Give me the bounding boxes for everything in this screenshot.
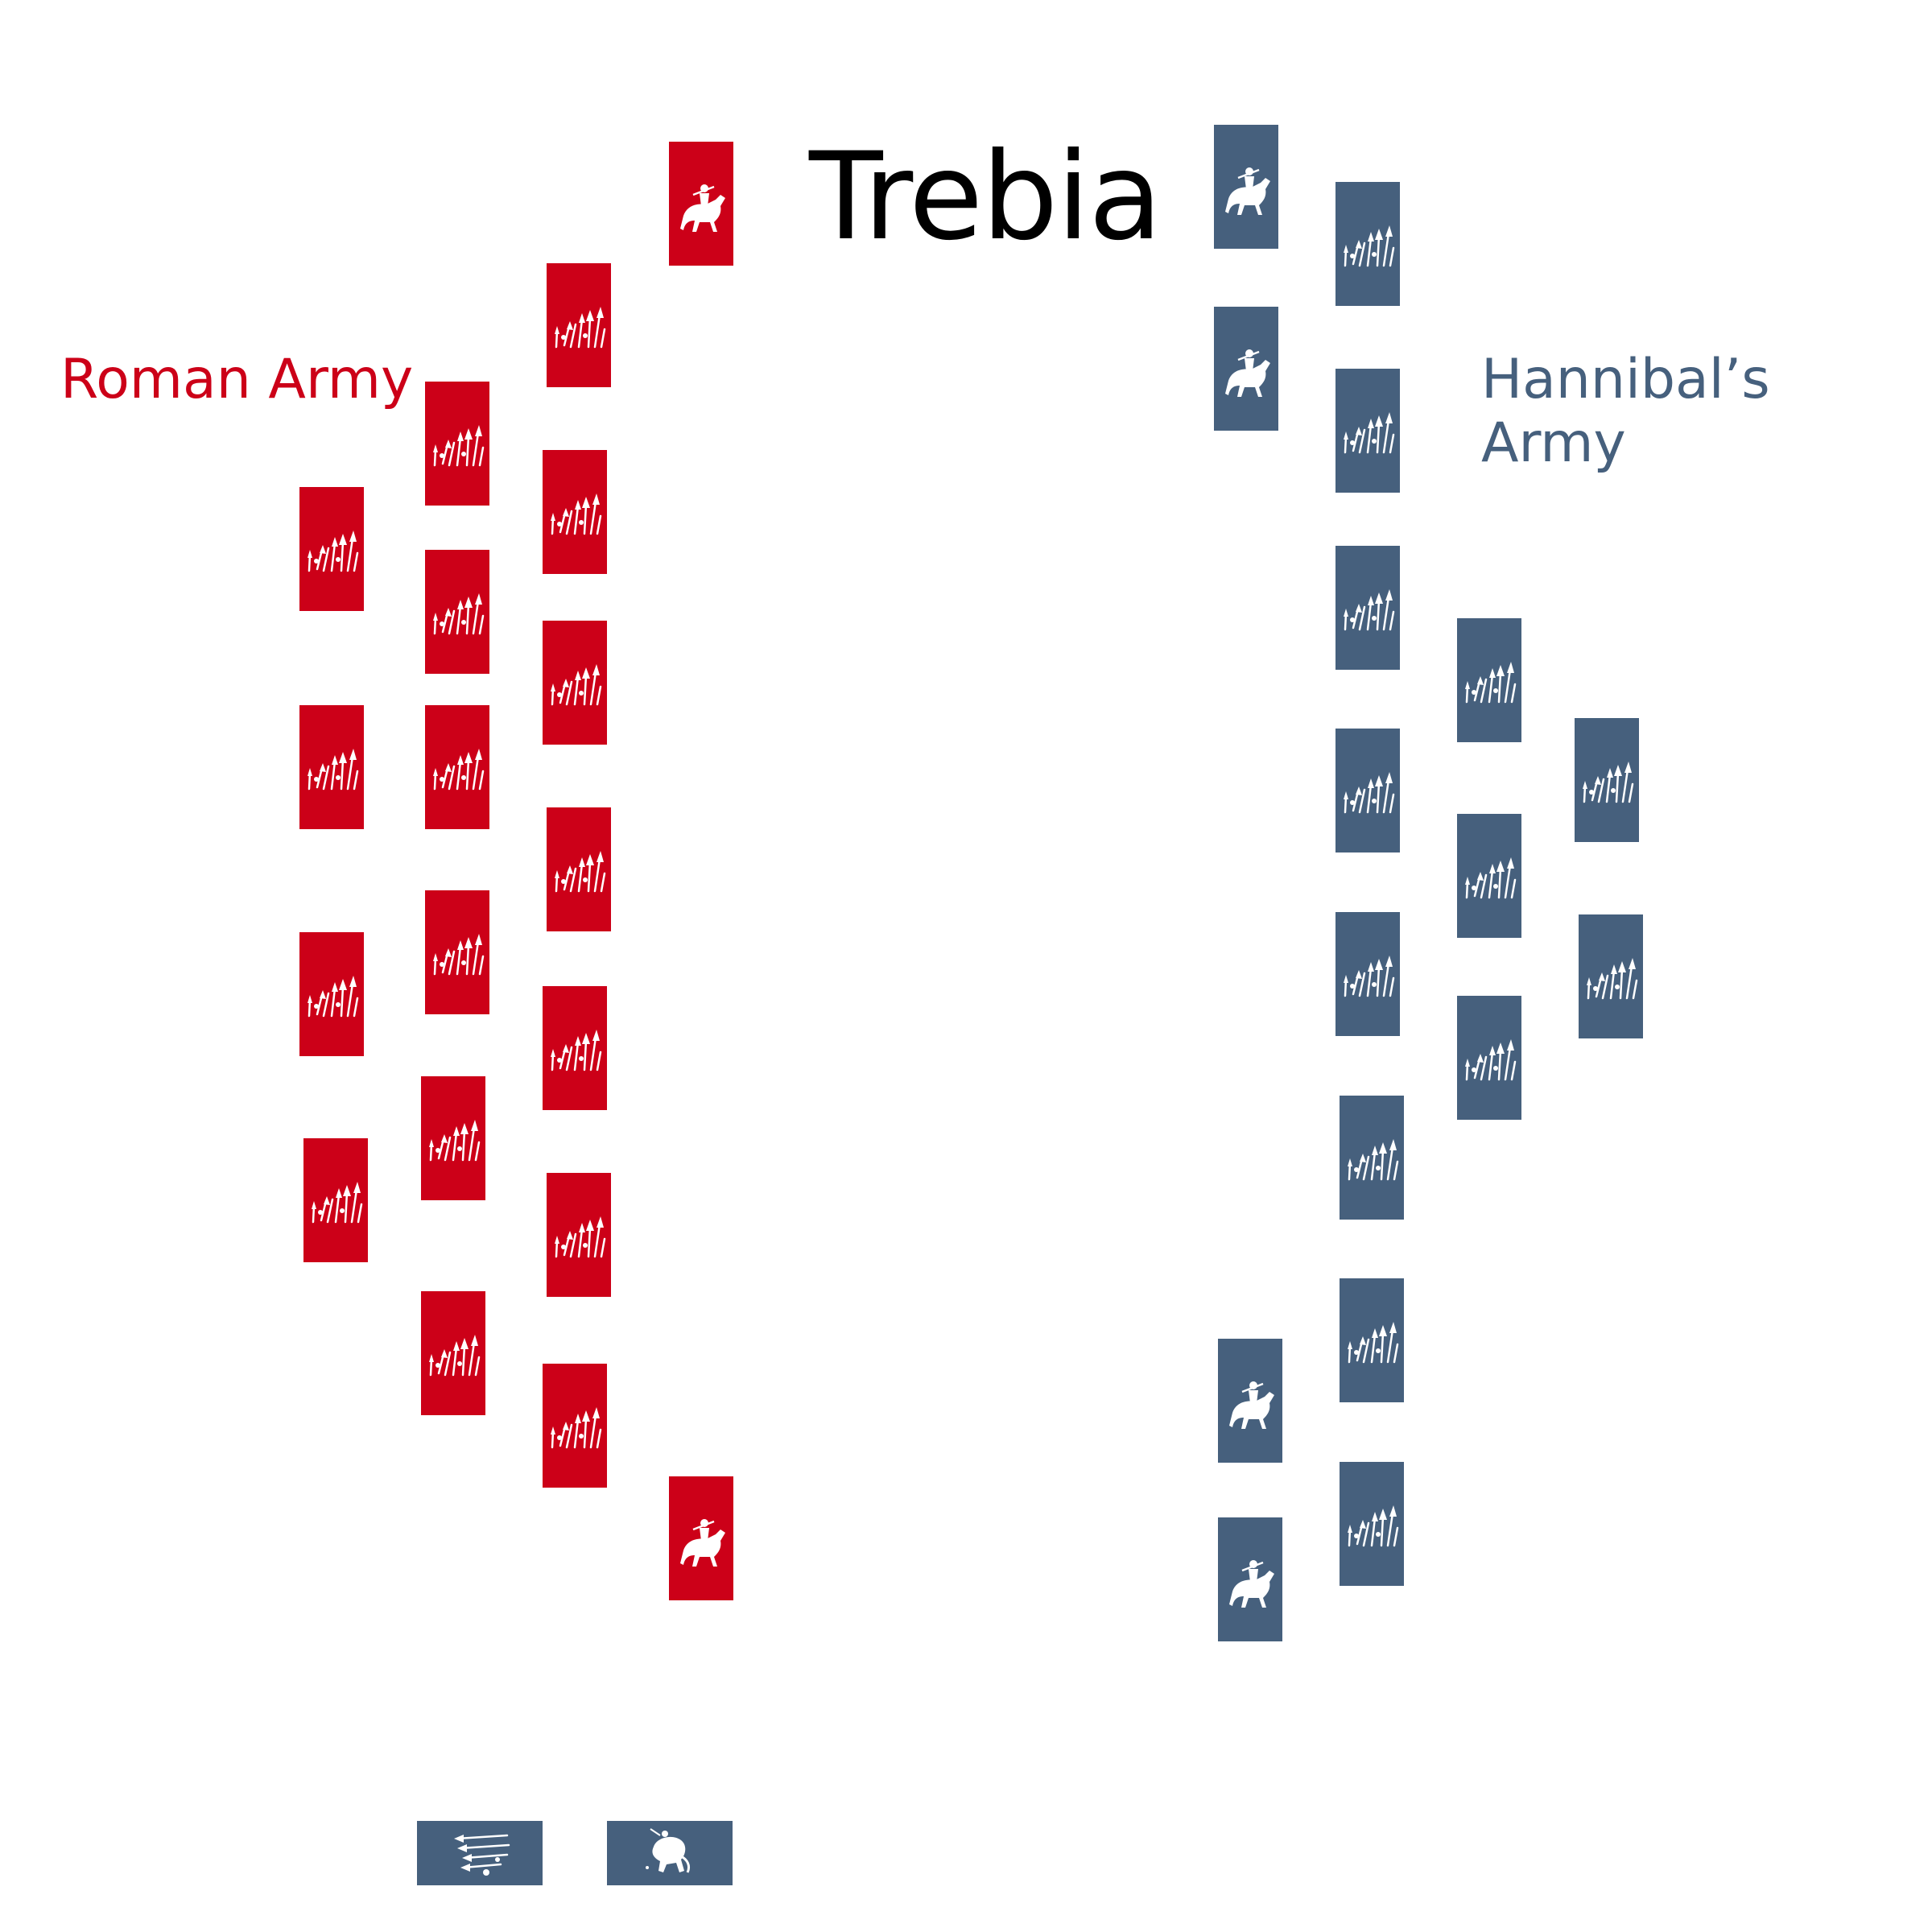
- roman-infantry-unit: [425, 382, 489, 506]
- carthaginian-infantry-unit: [1457, 618, 1521, 742]
- roman-infantry-unit: [303, 1138, 368, 1262]
- carthaginian-infantry-unit: [1340, 1096, 1404, 1220]
- roman-infantry-unit: [299, 932, 364, 1056]
- carthaginian-infantry-unit: [1457, 996, 1521, 1120]
- carthaginian-infantry-unit: [1575, 718, 1639, 842]
- roman-infantry-unit: [425, 890, 489, 1014]
- roman-infantry-unit: [543, 450, 607, 574]
- roman-infantry-unit: [543, 1364, 607, 1488]
- roman-infantry-unit: [543, 986, 607, 1110]
- carthaginian-elephant-unit: [607, 1821, 733, 1885]
- carthaginian-infantry-unit: [1457, 814, 1521, 938]
- carthaginian-infantry-unit: [1335, 546, 1400, 670]
- roman-infantry-unit: [421, 1291, 485, 1415]
- roman-infantry-unit: [299, 487, 364, 611]
- roman-infantry-unit: [425, 550, 489, 674]
- roman-infantry-unit: [547, 807, 611, 931]
- carthaginian-infantry-unit: [1335, 369, 1400, 493]
- carthaginian-infantry-unit: [1335, 912, 1400, 1036]
- roman-cavalry-unit: [669, 1476, 733, 1600]
- carthaginian-infantry-unit: [1335, 729, 1400, 852]
- carthaginian-infantry-unit: [1335, 182, 1400, 306]
- carthaginian-cavalry-unit: [1218, 1517, 1282, 1641]
- carthaginian-infantry-unit: [1340, 1462, 1404, 1586]
- hannibals-army-label: Hannibal’s Army: [1481, 348, 1770, 475]
- roman-infantry-unit: [299, 705, 364, 829]
- roman-cavalry-unit: [669, 142, 733, 266]
- roman-infantry-unit: [543, 621, 607, 745]
- roman-infantry-unit: [547, 263, 611, 387]
- carthaginian-cavalry-unit: [1214, 125, 1278, 249]
- diagram-title: Trebia: [809, 127, 1162, 267]
- carthaginian-cavalry-unit: [1214, 307, 1278, 431]
- roman-infantry-unit: [421, 1076, 485, 1200]
- carthaginian-infantry-unit: [1340, 1278, 1404, 1402]
- roman-infantry-unit: [425, 705, 489, 829]
- roman-army-label: Roman Army: [60, 348, 414, 411]
- roman-infantry-unit: [547, 1173, 611, 1297]
- carthaginian-cavalry-unit: [1218, 1339, 1282, 1463]
- carthaginian-skirmisher-unit: [417, 1821, 543, 1885]
- carthaginian-infantry-unit: [1579, 914, 1643, 1038]
